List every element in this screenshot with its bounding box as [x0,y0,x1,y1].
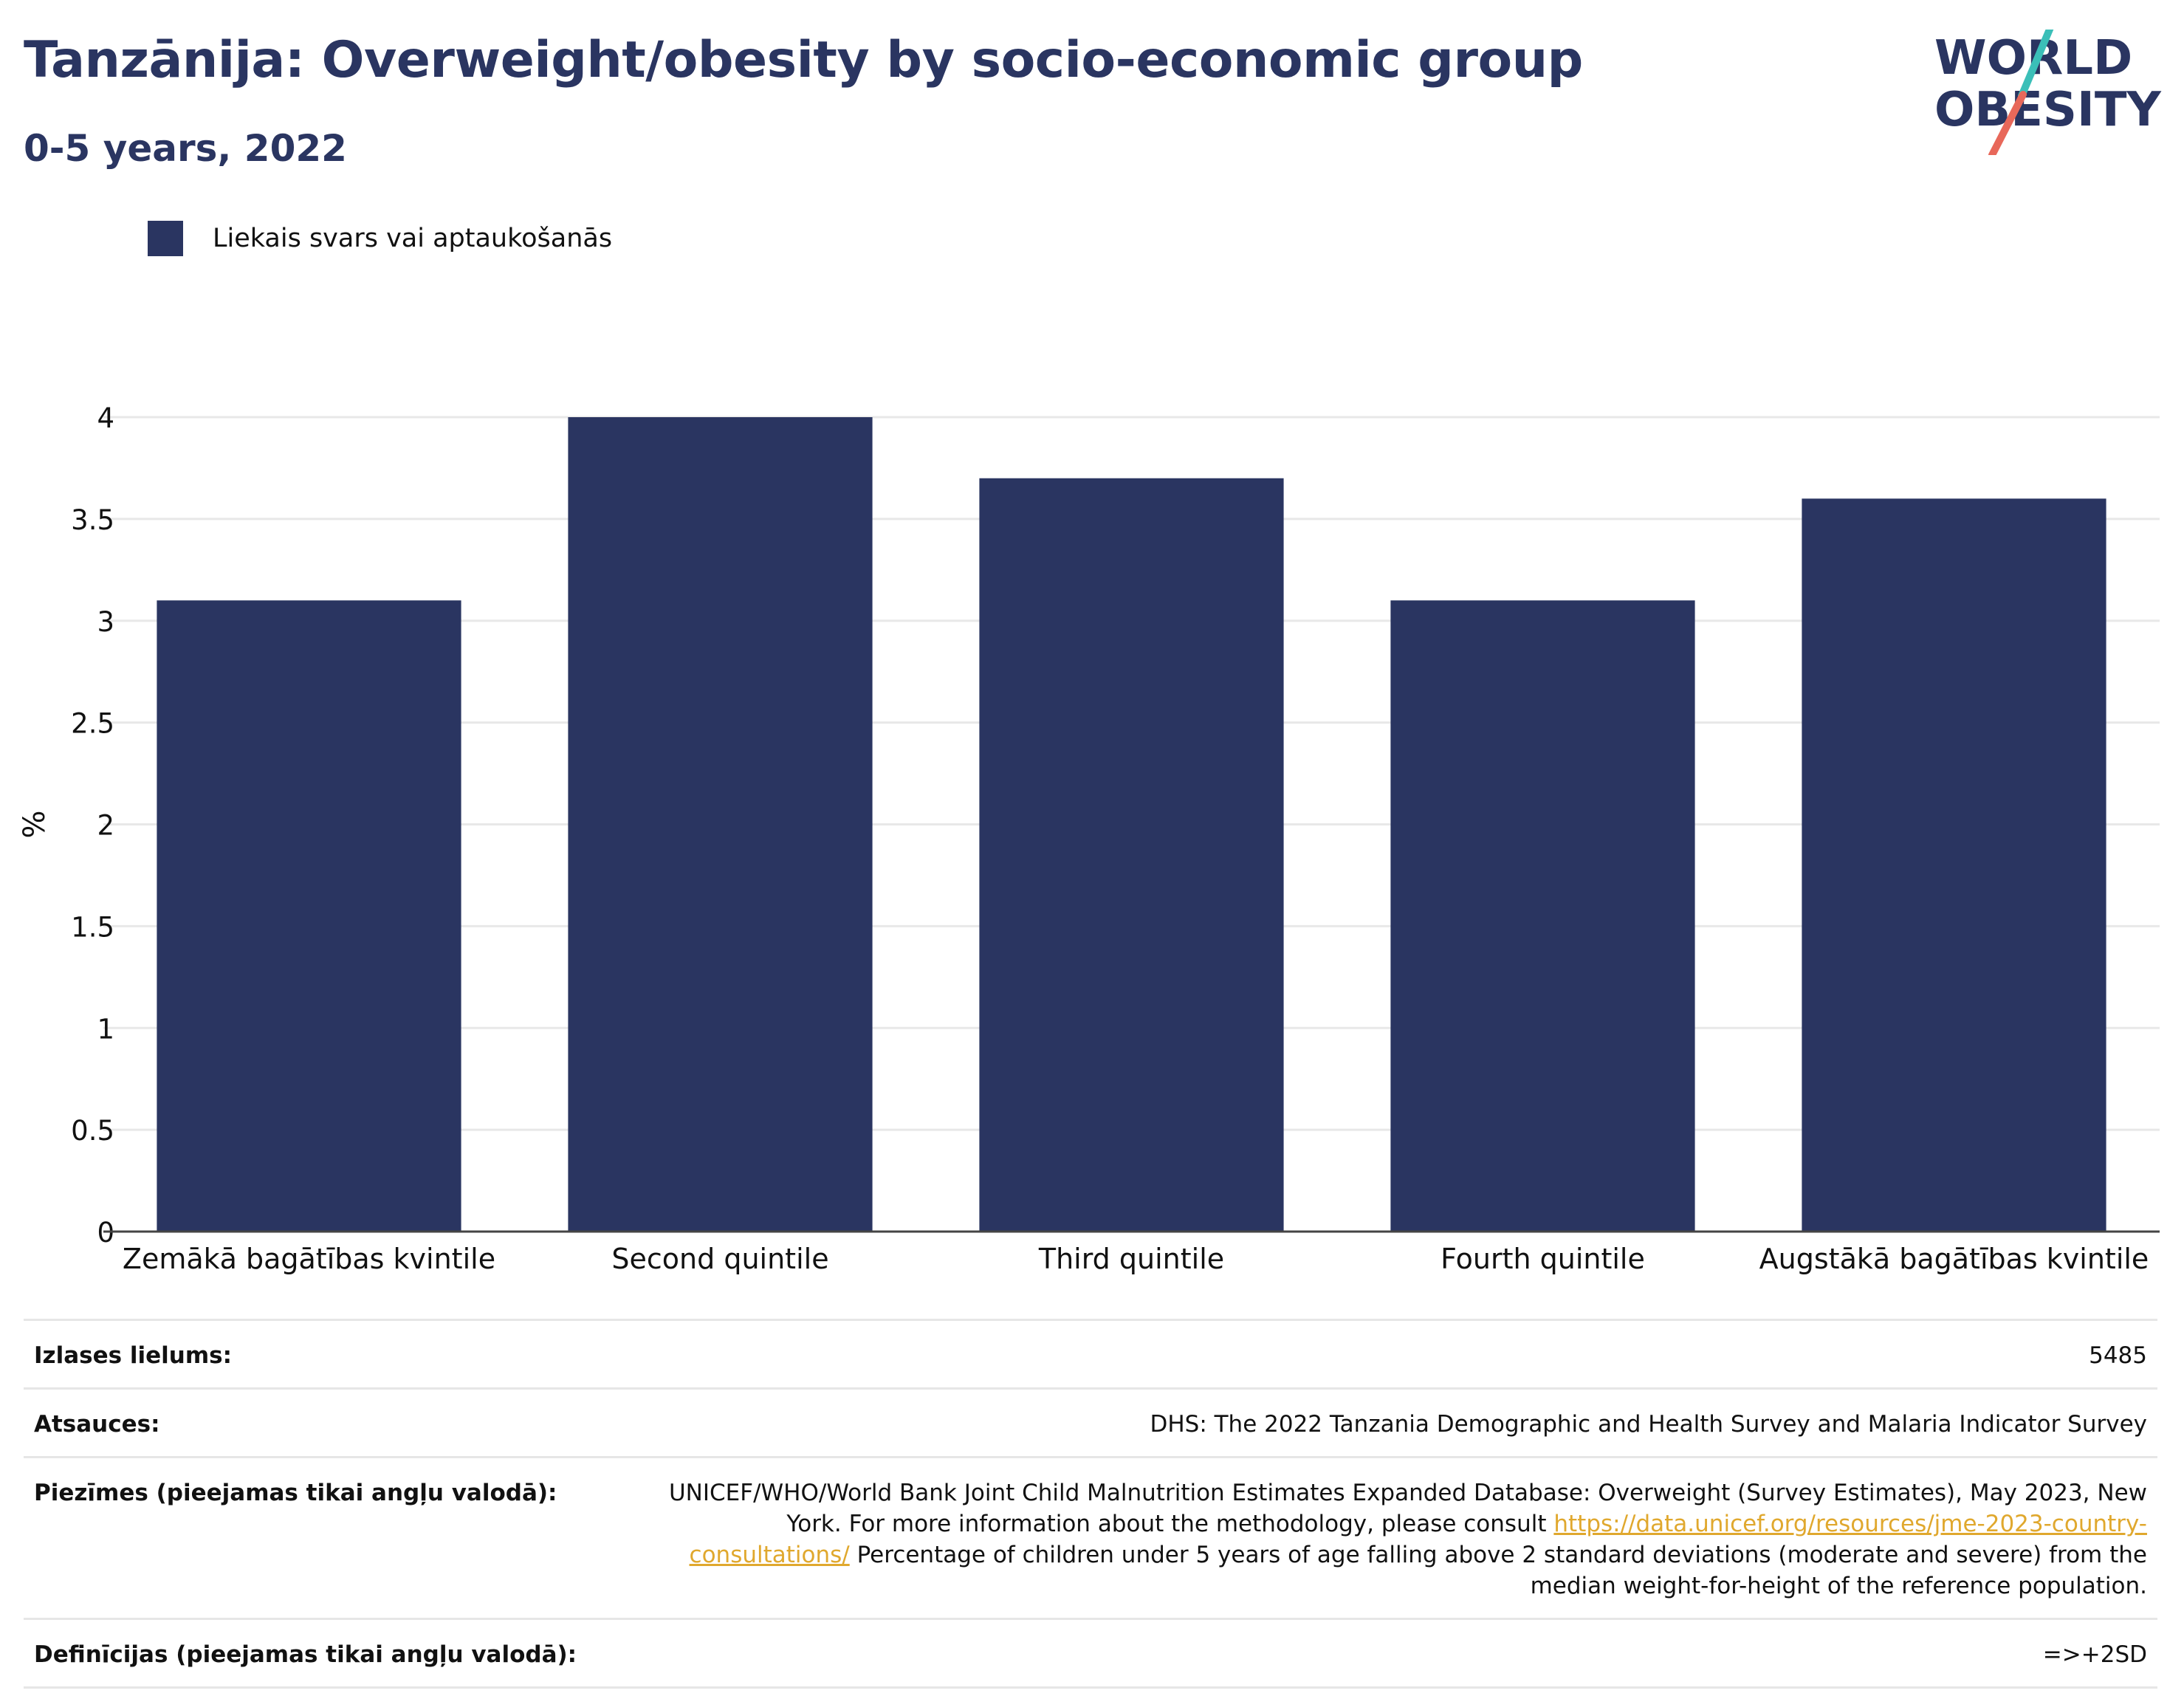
y-tick-label-3: 1.5 [71,911,114,943]
bar-3[interactable] [1390,600,1695,1232]
methodology-link[interactable]: https://data.unicef.org/resources/jme-20… [689,1511,2147,1568]
logo-word-obesity: OBESITY [1934,83,2161,137]
sources-label: Atsauces: [34,1411,160,1438]
chart-subtitle: 0-5 years, 2022 [24,127,347,170]
sources-value: DHS: The 2022 Tanzania Demographic and H… [1150,1411,2147,1438]
sources-row: Atsauces: DHS: The 2022 Tanzania Demogra… [24,1387,2157,1456]
logo-slash-top [2018,30,2054,100]
notes-text-before: UNICEF/WHO/World Bank Joint Child Malnut… [668,1480,2147,1537]
legend-swatch [148,221,183,256]
metadata-table: Izlases lielums: 5485 Atsauces: DHS: The… [24,1319,2157,1689]
x-tick-label-3: Fourth quintile [1440,1243,1645,1275]
definitions-value: =>+2SD [2042,1641,2147,1668]
x-tick-label-0: Zemākā bagātības kvintile [123,1243,495,1275]
bar-2[interactable] [979,478,1284,1232]
logo-slash-bottom [1988,91,2027,155]
chart-legend[interactable]: Liekais svars vai aptaukošanās [148,220,612,257]
notes-text-after: Percentage of children under 5 years of … [849,1542,2147,1599]
bars [157,417,2106,1232]
sample-size-label: Izlases lielums: [34,1342,232,1369]
y-tick-label-2: 1 [97,1013,114,1045]
definitions-label: Definīcijas (pieejamas tikai angļu valod… [34,1641,577,1668]
y-tick-label-1: 0.5 [71,1115,114,1147]
notes-row: Piezīmes (pieejamas tikai angļu valodā):… [24,1456,2157,1618]
notes-value: UNICEF/WHO/World Bank Joint Child Malnut… [633,1477,2147,1601]
y-tick-label-6: 3 [97,606,114,638]
y-axis-title: % [18,810,52,838]
notes-label: Piezīmes (pieejamas tikai angļu valodā): [34,1480,557,1506]
x-tick-label-4: Augstākā bagātības kvintile [1759,1243,2149,1275]
y-tick-label-7: 3.5 [71,504,114,536]
y-tick-label-4: 2 [97,810,114,842]
bar-4[interactable] [1802,498,2106,1232]
bar-1[interactable] [568,417,873,1232]
x-tick-label-1: Second quintile [611,1243,828,1275]
x-tick-label-2: Third quintile [1038,1243,1224,1275]
y-tick-label-5: 2.5 [71,708,114,740]
sample-size-value: 5485 [2089,1342,2147,1369]
chart-title: Tanzānija: Overweight/obesity by socio-e… [24,31,1583,89]
definitions-row: Definīcijas (pieejamas tikai angļu valod… [24,1618,2157,1689]
bar-0[interactable] [157,600,461,1232]
sample-size-row: Izlases lielums: 5485 [24,1319,2157,1387]
world-obesity-logo: WORLD OBESITY [1934,30,2161,155]
legend-label: Liekais svars vai aptaukošanās [213,224,613,253]
y-tick-label-8: 4 [97,402,114,434]
